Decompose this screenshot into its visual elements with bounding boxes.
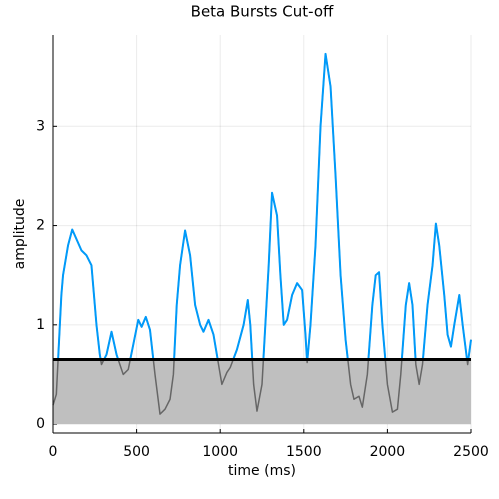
threshold-fill [53, 359, 471, 425]
chart-title: Beta Bursts Cut-off [191, 3, 334, 21]
x-tick-label: 0 [49, 444, 58, 460]
x-tick-label: 500 [123, 444, 150, 460]
y-tick-label: 0 [36, 416, 45, 432]
y-tick-label: 1 [36, 317, 45, 333]
x-tick-label: 2000 [370, 444, 406, 460]
x-tick-label: 1500 [286, 444, 322, 460]
x-tick-label: 2500 [453, 444, 489, 460]
x-axis-label: time (ms) [228, 463, 296, 479]
y-tick-label: 2 [36, 218, 45, 234]
signal-line [57, 52, 472, 360]
y-tick-label: 3 [36, 118, 45, 134]
x-tick-label: 1000 [202, 444, 238, 460]
y-axis-label: amplitude [12, 199, 28, 270]
